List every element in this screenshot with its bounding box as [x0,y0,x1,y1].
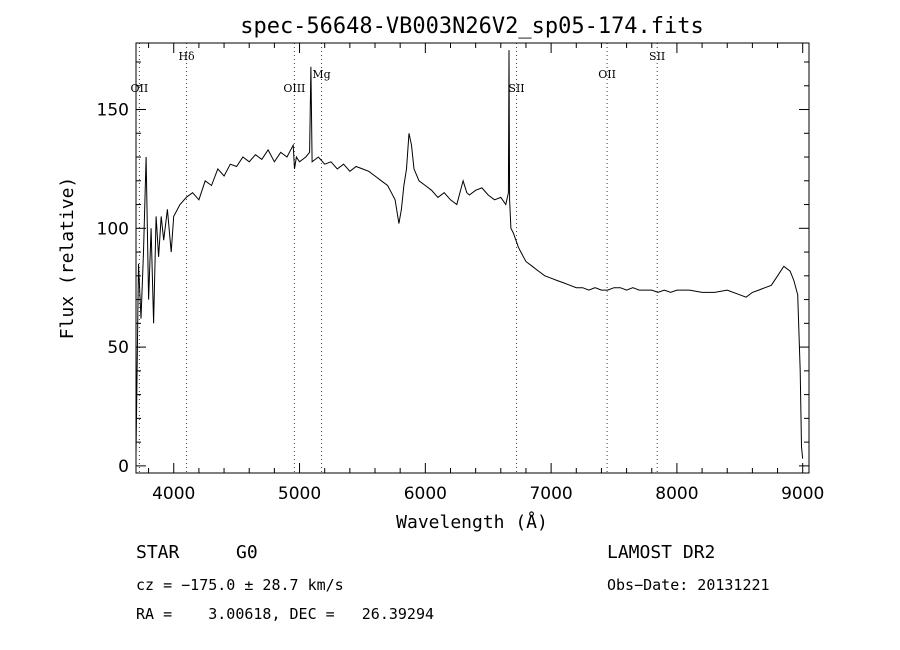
coordinates: RA = 3.00618, DEC = 26.39294 [136,605,435,623]
object-class: STAR [136,542,180,563]
x-tick-label: 6000 [404,484,447,504]
y-axis-ticks: 0 50 100 150 [97,61,809,477]
marker-label-2: OIII [283,82,305,95]
y-tick-label: 0 [118,457,129,477]
observation-date: Obs−Date: 20131221 [607,576,770,594]
x-axis-ticks: 4000 5000 6000 7000 8000 9000 [148,43,824,504]
survey-name: LAMOST DR2 [607,542,716,563]
x-tick-label: 5000 [278,484,321,504]
chart-title: spec-56648-VB003N26V2_sp05-174.fits [240,14,704,39]
redshift-velocity: cz = −175.0 ± 28.7 km/s [136,576,344,594]
x-tick-label: 7000 [529,484,572,504]
x-axis-label: Wavelength (Å) [396,511,548,533]
object-subclass: G0 [236,542,258,563]
marker-label-1: Hδ [178,50,195,63]
marker-label-0: OII [131,82,149,95]
y-tick-label: 100 [97,219,129,239]
y-tick-label: 50 [107,338,129,358]
marker-label-4: SII [508,82,524,95]
y-axis-label: Flux (relative) [57,177,78,340]
marker-label-5: OII [598,68,616,81]
spectrum-series-line [135,50,804,459]
emission-line-markers: OII Hδ OIII Mg SII OII SII [131,43,665,473]
x-tick-label: 9000 [781,484,824,504]
marker-label-6: SII [649,50,665,63]
plot-frame [135,42,810,474]
marker-label-3: Mg [312,68,330,81]
x-tick-label: 4000 [152,484,195,504]
x-tick-label: 8000 [655,484,698,504]
y-tick-label: 150 [97,101,129,121]
